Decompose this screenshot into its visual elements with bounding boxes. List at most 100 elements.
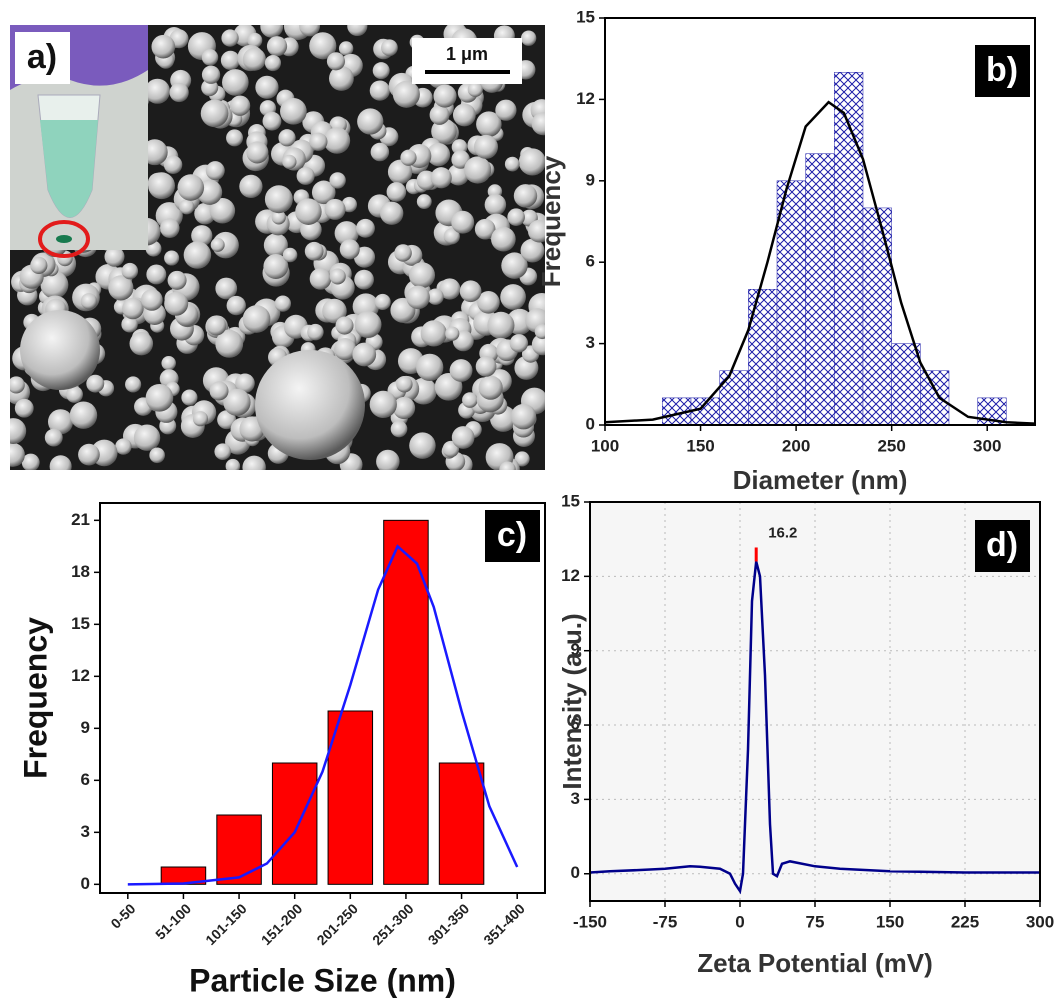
particle: [309, 268, 332, 290]
particle: [329, 172, 346, 189]
y-tick-label: 15: [576, 7, 595, 26]
particle: [477, 291, 500, 314]
x-tick-label: 150: [686, 436, 714, 455]
particle: [518, 148, 545, 176]
peak-label: 16.2: [768, 524, 797, 541]
particle: [452, 103, 476, 127]
x-tick-label: 75: [806, 912, 825, 931]
particle: [491, 226, 516, 252]
particle: [225, 458, 241, 470]
x-tick-label: 0-50: [107, 900, 138, 931]
particle: [406, 285, 430, 310]
histogram-bar: [748, 289, 778, 426]
particle: [14, 398, 34, 418]
particle-cluster: [20, 310, 100, 390]
plot-frame: [99, 502, 546, 894]
particle: [369, 390, 397, 419]
particle: [239, 174, 263, 199]
particle: [514, 451, 530, 467]
histogram-bar: [862, 207, 892, 426]
particle: [264, 185, 293, 214]
fit-curve: [127, 544, 519, 886]
bar: [271, 762, 318, 885]
particle: [282, 247, 298, 263]
particle: [145, 384, 174, 412]
y-tick-label: 15: [561, 491, 580, 510]
panel-label-box: [975, 520, 1030, 572]
particle: [464, 156, 492, 184]
particle: [347, 25, 368, 37]
histogram-bar: [891, 343, 921, 426]
particle: [380, 201, 404, 225]
particle: [21, 453, 40, 470]
particle: [370, 142, 390, 162]
particle: [357, 108, 384, 135]
particle: [86, 374, 105, 393]
particle: [420, 320, 447, 347]
scale-bar-label: 1 μm: [446, 44, 488, 64]
x-tick-label: 0: [735, 912, 744, 931]
particle: [476, 111, 502, 137]
histogram-bar: [719, 370, 749, 426]
particle: [520, 30, 537, 46]
particle: [192, 411, 209, 427]
particle: [226, 129, 244, 147]
y-tick-label: 9: [571, 640, 580, 659]
x-tick-label: 200: [782, 436, 810, 455]
particle: [260, 25, 284, 38]
particle: [394, 244, 412, 262]
particle: [104, 246, 125, 267]
particle: [338, 41, 354, 56]
particle: [191, 225, 213, 247]
particle: [531, 333, 545, 356]
particle: [200, 99, 229, 128]
x-tick-label: 150: [876, 912, 904, 931]
bar: [327, 710, 374, 885]
particle: [304, 241, 324, 261]
panel-label: b): [986, 51, 1018, 89]
particle: [392, 396, 416, 420]
particle: [445, 326, 460, 341]
histogram-bar: [834, 72, 864, 426]
particle: [500, 284, 526, 310]
x-tick-label: -150: [573, 912, 607, 931]
x-tick-label: -75: [653, 912, 678, 931]
panel-label: a): [27, 38, 57, 76]
particle: [495, 99, 517, 121]
particle: [177, 174, 205, 201]
particle: [396, 376, 413, 393]
particle: [266, 36, 288, 57]
x-tick-label: 301-350: [425, 900, 473, 948]
particle: [443, 228, 460, 245]
chart-panel: 0 3 6 9 12 15 18 21 0-50 51-100 101-150 151-200 201-…: [17, 502, 546, 998]
bar: [216, 814, 262, 885]
particle: [125, 376, 142, 393]
y-tick-label: 12: [576, 89, 595, 108]
particle: [255, 75, 279, 99]
particle: [264, 54, 282, 72]
particle: [221, 29, 239, 47]
particle: [235, 373, 255, 394]
particle: [10, 418, 27, 444]
particle: [181, 389, 198, 406]
panel-label: c): [497, 516, 527, 554]
y-tick-label: 6: [586, 252, 595, 271]
particle: [392, 80, 420, 108]
particle: [80, 293, 97, 310]
particle: [501, 252, 528, 279]
bar: [438, 762, 485, 885]
y-tick-label: 3: [81, 822, 90, 841]
y-axis-title: Intensity (a.u.): [557, 613, 587, 789]
particle: [280, 98, 307, 125]
particle: [376, 449, 400, 470]
particle: [387, 159, 413, 185]
particle: [163, 155, 183, 174]
particle: [433, 84, 457, 108]
particle: [447, 163, 470, 186]
particle: [299, 25, 321, 37]
particle: [307, 323, 324, 341]
panel-label-box: [15, 32, 70, 84]
fit-curve: [604, 100, 1036, 425]
particle: [146, 264, 167, 285]
particle: [334, 221, 359, 246]
